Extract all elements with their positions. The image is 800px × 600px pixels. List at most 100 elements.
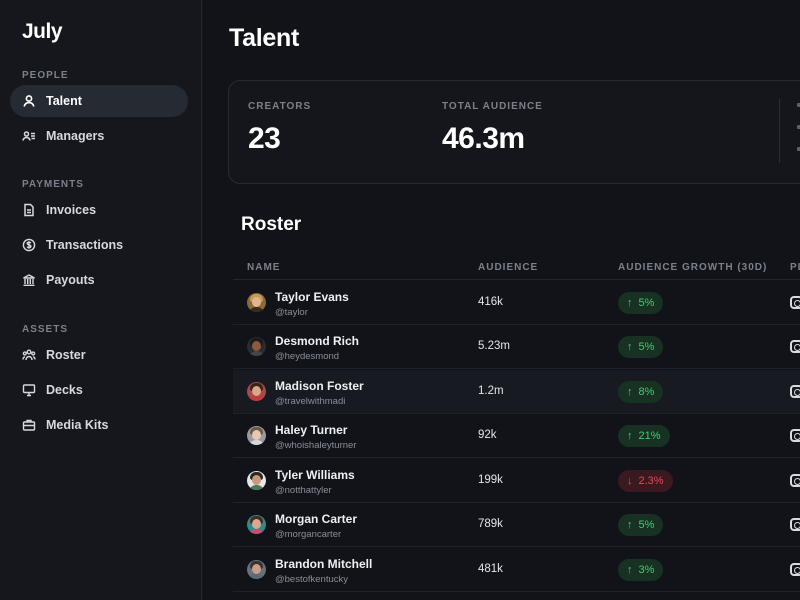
creator-handle: @morgancarter xyxy=(275,529,342,540)
page-title: Talent xyxy=(229,24,299,52)
section-label-payments: PAYMENTS xyxy=(22,179,84,190)
growth-badge: ↑ 5% xyxy=(618,336,664,358)
dollar-circle-icon xyxy=(22,238,36,252)
instagram-icon[interactable] xyxy=(790,518,800,531)
main-content: Talent CREATORS 23 TOTAL AUDIENCE 46.3m … xyxy=(203,0,800,600)
growth-badge: ↑ 8% xyxy=(618,381,664,403)
creator-handle: @taylor xyxy=(275,307,308,318)
table-row[interactable]: Tyler Williams @notthattyler 199k ↓ 2.3% xyxy=(233,459,800,503)
growth-value: 21% xyxy=(638,430,661,442)
table-header: NAME AUDIENCE AUDIENCE GROWTH (30D) PL xyxy=(233,256,800,280)
creator-handle: @whoishaleyturner xyxy=(275,440,357,451)
column-header-name[interactable]: NAME xyxy=(247,262,281,273)
arrow-up-icon: ↑ xyxy=(627,564,633,576)
briefcase-icon xyxy=(22,418,36,432)
sidebar-item-label: Invoices xyxy=(46,203,97,217)
person-icon xyxy=(22,94,36,108)
avatar xyxy=(247,560,266,579)
growth-value: 5% xyxy=(638,519,655,531)
sidebar-item-transactions[interactable]: Transactions xyxy=(10,229,188,261)
avatar xyxy=(247,293,266,312)
stat-label: CREATORS xyxy=(248,101,312,112)
growth-value: 5% xyxy=(638,297,655,309)
column-header-audience[interactable]: AUDIENCE xyxy=(478,262,539,273)
sidebar-item-label: Payouts xyxy=(46,273,95,287)
growth-value: 5% xyxy=(638,341,655,353)
avatar xyxy=(247,382,266,401)
stats-card: CREATORS 23 TOTAL AUDIENCE 46.3m xyxy=(228,80,800,184)
bank-icon xyxy=(22,273,36,287)
audience-value: 416k xyxy=(478,296,503,308)
audience-value: 1.2m xyxy=(478,385,504,397)
arrow-up-icon: ↑ xyxy=(627,519,633,531)
managers-icon xyxy=(22,129,36,143)
instagram-icon[interactable] xyxy=(790,429,800,442)
sidebar-item-payouts[interactable]: Payouts xyxy=(10,264,188,296)
sidebar-item-managers[interactable]: Managers xyxy=(10,120,188,152)
audience-value: 5.23m xyxy=(478,340,510,352)
creator-name[interactable]: Morgan Carter xyxy=(275,512,358,526)
creator-name[interactable]: Tyler Williams xyxy=(275,468,355,482)
sidebar-item-label: Roster xyxy=(46,348,86,362)
stat-creators: CREATORS 23 xyxy=(248,101,311,156)
presentation-icon xyxy=(22,383,36,397)
stat-cutoff xyxy=(797,103,800,169)
arrow-up-icon: ↑ xyxy=(627,386,633,398)
group-icon xyxy=(22,348,36,362)
table-row[interactable]: Morgan Carter @morgancarter 789k ↑ 5% xyxy=(233,503,800,547)
growth-value: 8% xyxy=(638,386,655,398)
creator-name[interactable]: Madison Foster xyxy=(275,379,364,393)
column-header-platform[interactable]: PL xyxy=(790,262,800,273)
sidebar-item-roster[interactable]: Roster xyxy=(10,339,188,371)
growth-badge: ↑ 5% xyxy=(618,514,664,536)
column-header-audience-growth[interactable]: AUDIENCE GROWTH (30D) xyxy=(618,262,768,273)
stat-value: 23 xyxy=(248,122,281,155)
section-label-people: PEOPLE xyxy=(22,70,69,81)
avatar xyxy=(247,471,266,490)
growth-value: 2.3% xyxy=(638,475,664,487)
sidebar-item-decks[interactable]: Decks xyxy=(10,374,188,406)
sidebar-item-label: Transactions xyxy=(46,238,124,252)
sidebar-item-label: Talent xyxy=(46,94,82,108)
table-row[interactable]: Madison Foster @travelwithmadi 1.2m ↑ 8% xyxy=(233,370,800,414)
growth-badge: ↑ 5% xyxy=(618,292,664,314)
instagram-icon[interactable] xyxy=(790,563,800,576)
roster-title: Roster xyxy=(241,214,302,235)
avatar xyxy=(247,337,266,356)
audience-value: 199k xyxy=(478,474,503,486)
audience-value: 481k xyxy=(478,563,503,575)
arrow-up-icon: ↑ xyxy=(627,341,633,353)
table-row[interactable]: Haley Turner @whoishaleyturner 92k ↑ 21% xyxy=(233,414,800,458)
creator-name[interactable]: Haley Turner xyxy=(275,423,348,437)
stat-value: 46.3m xyxy=(442,122,525,155)
instagram-icon[interactable] xyxy=(790,340,800,353)
sidebar-item-media-kits[interactable]: Media Kits xyxy=(10,409,188,441)
growth-badge: ↑ 21% xyxy=(618,425,670,447)
arrow-up-icon: ↑ xyxy=(627,297,633,309)
avatar xyxy=(247,515,266,534)
creator-handle: @notthattyler xyxy=(275,485,332,496)
sidebar: July PEOPLE Talent Managers PAYMENTS Inv… xyxy=(0,0,202,600)
stat-divider xyxy=(779,99,780,163)
table-row[interactable]: Desmond Rich @heydesmond 5.23m ↑ 5% xyxy=(233,325,800,369)
document-icon xyxy=(22,203,36,217)
arrow-down-icon: ↓ xyxy=(627,475,633,487)
creator-handle: @travelwithmadi xyxy=(275,396,346,407)
table-row[interactable]: Brandon Mitchell @bestofkentucky 481k ↑ 3… xyxy=(233,548,800,592)
table-row[interactable]: Taylor Evans @taylor 416k ↑ 5% xyxy=(233,281,800,325)
instagram-icon[interactable] xyxy=(790,474,800,487)
sidebar-item-label: Decks xyxy=(46,383,83,397)
stat-total-audience: TOTAL AUDIENCE 46.3m xyxy=(442,101,543,156)
growth-badge: ↑ 3% xyxy=(618,559,664,581)
stat-label: TOTAL AUDIENCE xyxy=(442,101,543,112)
sidebar-item-invoices[interactable]: Invoices xyxy=(10,194,188,226)
audience-value: 789k xyxy=(478,518,503,530)
sidebar-item-label: Media Kits xyxy=(46,418,109,432)
app-logo[interactable]: July xyxy=(22,20,63,43)
creator-name[interactable]: Taylor Evans xyxy=(275,290,349,304)
instagram-icon[interactable] xyxy=(790,296,800,309)
instagram-icon[interactable] xyxy=(790,385,800,398)
creator-name[interactable]: Brandon Mitchell xyxy=(275,557,373,571)
creator-name[interactable]: Desmond Rich xyxy=(275,334,360,348)
sidebar-item-talent[interactable]: Talent xyxy=(10,85,188,117)
